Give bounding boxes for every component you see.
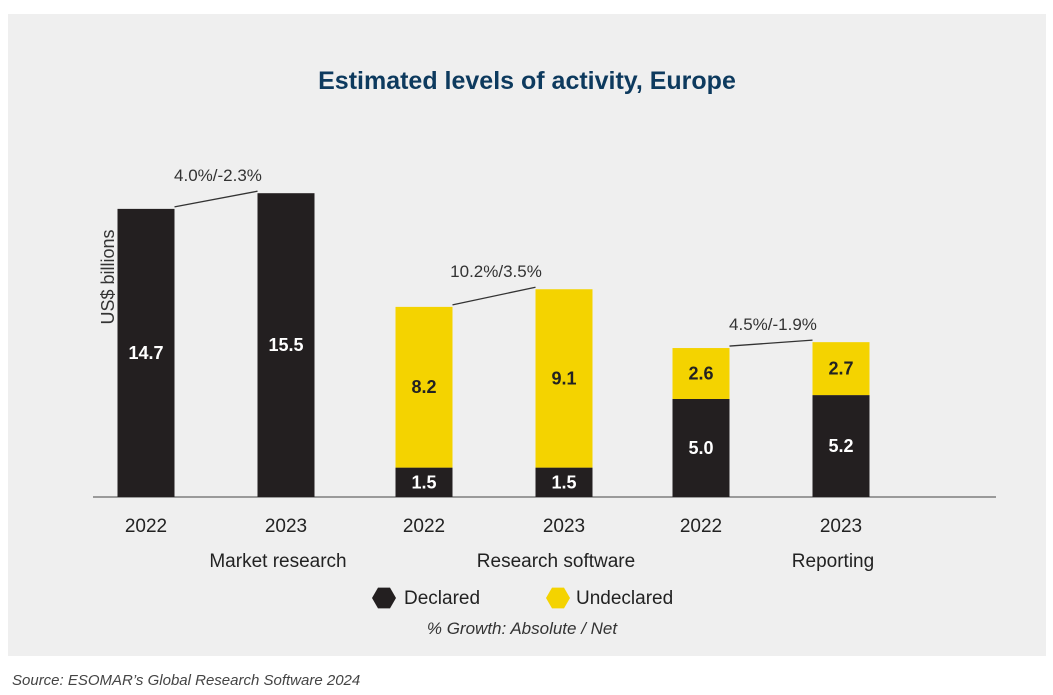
y-axis-label: US$ billions (98, 229, 118, 324)
chart-title: Estimated levels of activity, Europe (318, 67, 736, 95)
bar-undeclared (672, 348, 730, 399)
bar-undeclared (535, 289, 593, 468)
data-label-undeclared: 8.2 (411, 377, 436, 397)
growth-connector (452, 286, 536, 306)
data-label-undeclared: 2.6 (688, 364, 713, 384)
data-label-declared: 1.5 (551, 472, 576, 492)
bar-declared (257, 193, 315, 497)
chart-marks: 14.7 2022 15.5 2023 4.0%/-2.3% Market researc… (117, 166, 874, 572)
data-label-undeclared: 2.7 (828, 359, 853, 379)
x-tick-label: 2022 (403, 516, 445, 537)
legend-label-undeclared: Undeclared (576, 588, 673, 609)
growth-connector (729, 339, 813, 347)
bar-declared (672, 399, 730, 497)
data-label-declared: 1.5 (411, 472, 436, 492)
group-label: Research software (477, 551, 635, 572)
x-tick-label: 2022 (125, 516, 167, 537)
growth-label: 4.0%/-2.3% (174, 166, 262, 185)
group-label: Reporting (792, 551, 874, 572)
legend-swatch-declared (372, 587, 396, 609)
data-label-declared: 15.5 (268, 335, 303, 355)
bar-undeclared (812, 342, 870, 396)
chart: Estimated levels of activity, Europe US$… (93, 67, 996, 638)
group-label: Market research (209, 551, 346, 572)
legend: Declared Undeclared % Growth: Absolute / N… (372, 587, 673, 638)
bar-undeclared (395, 306, 453, 468)
bar-declared (117, 208, 175, 497)
legend-label-declared: Declared (404, 588, 480, 609)
growth-label: 10.2%/3.5% (450, 262, 542, 281)
legend-swatch-undeclared (546, 587, 570, 609)
data-label-declared: 14.7 (128, 343, 163, 363)
bar-declared (395, 467, 453, 497)
x-tick-label: 2023 (820, 516, 862, 537)
x-tick-label: 2023 (265, 516, 307, 537)
source-note: Source: ESOMAR’s Global Research Softwar… (12, 672, 361, 689)
data-label-declared: 5.2 (828, 436, 853, 456)
growth-label: 4.5%/-1.9% (729, 315, 817, 334)
growth-connector (174, 190, 258, 208)
x-tick-label: 2022 (680, 516, 722, 537)
chart-panel: Estimated levels of activity, Europe US$… (8, 14, 1046, 656)
data-label-undeclared: 9.1 (551, 368, 576, 388)
bar-declared (812, 395, 870, 497)
data-label-declared: 5.0 (688, 438, 713, 458)
x-tick-label: 2023 (543, 516, 585, 537)
growth-note: % Growth: Absolute / Net (427, 619, 619, 638)
bar-declared (535, 467, 593, 497)
